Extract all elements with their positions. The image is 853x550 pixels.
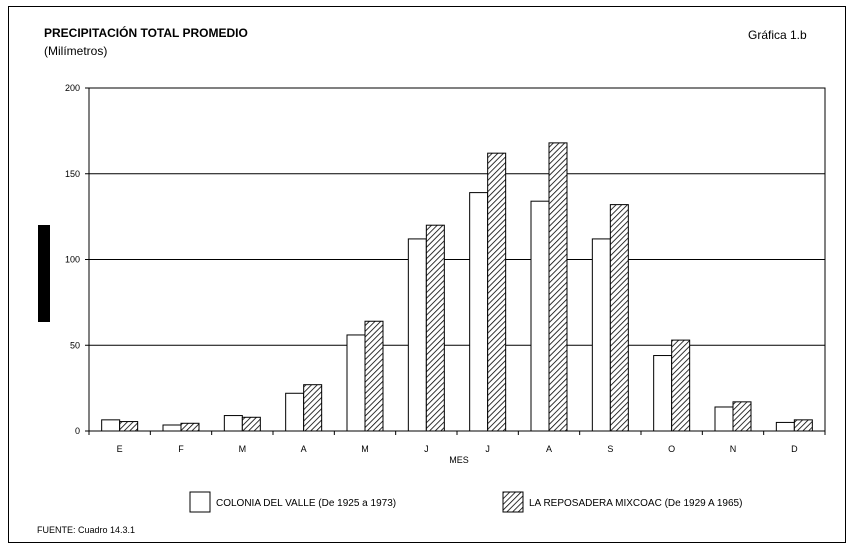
x-axis-label: MES <box>449 455 469 465</box>
bar-la-reposadera-mixcoac <box>732 401 752 432</box>
legend-swatch <box>502 491 524 513</box>
chart-subtitle: (Milímetros) <box>44 44 108 58</box>
y-tick-label: 200 <box>65 83 80 93</box>
legend-swatch <box>189 491 211 513</box>
redacted-axis-title <box>38 225 50 322</box>
chart-frame <box>8 6 846 543</box>
gridlines <box>89 87 825 346</box>
bar-colonia-del-valle <box>653 355 673 432</box>
x-tick-label: J <box>424 444 429 454</box>
x-tick-label: J <box>485 444 490 454</box>
x-tick-label: E <box>117 444 123 454</box>
y-tick-labels: 0 50 100 150 200 <box>65 83 80 436</box>
bar-colonia-del-valle <box>591 238 611 432</box>
x-tick-label: M <box>361 444 369 454</box>
bar-colonia-del-valle <box>469 192 489 432</box>
legend: COLONIA DEL VALLE (De 1925 a 1973) LA REP… <box>189 491 742 513</box>
bar-colonia-del-valle <box>775 421 795 432</box>
source-note: FUENTE: Cuadro 14.3.1 <box>37 525 136 535</box>
bar-colonia-del-valle <box>346 334 366 432</box>
x-tick-label: O <box>668 444 675 454</box>
bar-la-reposadera-mixcoac <box>180 422 200 432</box>
chart-title: PRECIPITACIÓN TOTAL PROMEDIO <box>44 26 248 40</box>
y-tick-label: 150 <box>65 169 80 179</box>
y-tick-label: 50 <box>70 340 80 350</box>
bar-la-reposadera-mixcoac <box>548 142 568 432</box>
x-tick-label: N <box>730 444 737 454</box>
bar-colonia-del-valle <box>407 238 427 432</box>
bar-colonia-del-valle <box>530 200 550 432</box>
x-tick-label: F <box>178 444 184 454</box>
bar-la-reposadera-mixcoac <box>241 416 261 432</box>
bars <box>101 142 813 432</box>
bar-colonia-del-valle <box>285 392 305 432</box>
x-tick-label: A <box>546 444 552 454</box>
y-tick-label: 0 <box>75 426 80 436</box>
y-tick-label: 100 <box>65 255 80 265</box>
bar-la-reposadera-mixcoac <box>119 421 139 432</box>
bar-la-reposadera-mixcoac <box>364 320 384 432</box>
legend-label: COLONIA DEL VALLE (De 1925 a 1973) <box>216 498 396 509</box>
x-tick-label: A <box>301 444 307 454</box>
graph-number-label: Gráfica 1.b <box>748 28 807 42</box>
bar-la-reposadera-mixcoac <box>425 224 445 432</box>
x-tick-label: S <box>607 444 613 454</box>
axes <box>85 87 826 435</box>
bar-la-reposadera-mixcoac <box>609 204 629 432</box>
bar-colonia-del-valle <box>101 419 121 432</box>
bar-colonia-del-valle <box>223 415 243 432</box>
bar-la-reposadera-mixcoac <box>671 339 691 432</box>
x-tick-label: M <box>239 444 247 454</box>
legend-label: LA REPOSADERA MIXCOAC (De 1929 A 1965) <box>529 498 742 509</box>
bar-la-reposadera-mixcoac <box>303 384 323 432</box>
bar-la-reposadera-mixcoac <box>793 419 813 432</box>
bar-colonia-del-valle <box>714 406 734 432</box>
bar-colonia-del-valle <box>162 424 182 432</box>
bar-la-reposadera-mixcoac <box>487 152 507 432</box>
x-tick-label: D <box>791 444 798 454</box>
